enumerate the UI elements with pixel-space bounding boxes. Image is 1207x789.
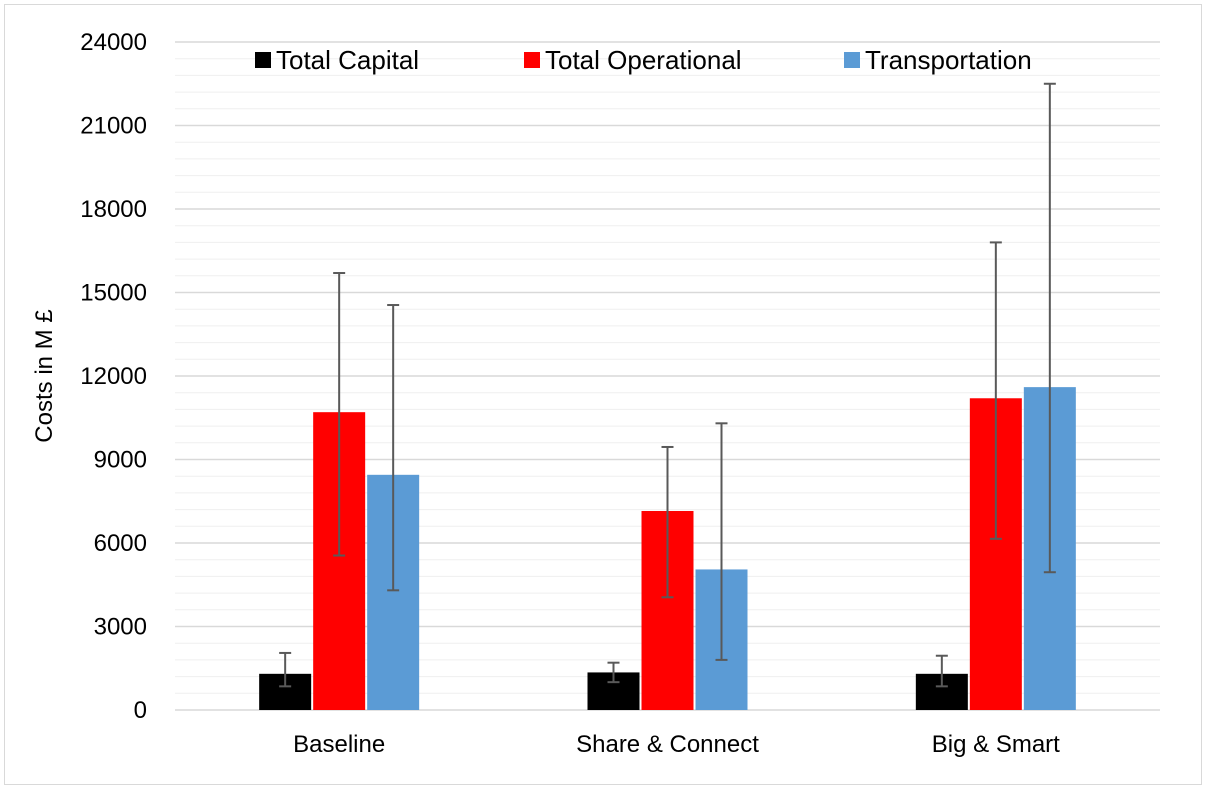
legend-label: Total Capital	[276, 45, 419, 75]
y-tick-label: 15000	[80, 280, 147, 307]
y-tick-label: 21000	[80, 113, 147, 140]
legend-swatch	[524, 52, 540, 68]
y-axis-label: Costs in M £	[31, 309, 58, 442]
error-bars	[279, 82, 1056, 688]
x-category-label: Big & Smart	[932, 731, 1060, 758]
y-tick-label: 0	[134, 697, 147, 724]
y-tick-label: 12000	[80, 363, 147, 390]
y-axis-ticks: 0 3000 6000 9000 12000 15000 18000 21000 24000	[80, 29, 147, 724]
x-axis-categories: Baseline Share & Connect Big & Smart	[293, 731, 1060, 758]
legend: Total Capital Total Operational Transporta…	[255, 45, 1032, 75]
y-tick-label: 6000	[94, 530, 147, 557]
legend-swatch	[255, 52, 271, 68]
y-tick-label: 3000	[94, 614, 147, 641]
legend-label: Total Operational	[545, 45, 742, 75]
x-category-label: Baseline	[293, 731, 385, 758]
chart-frame	[4, 4, 1202, 785]
y-tick-label: 18000	[80, 196, 147, 223]
x-category-label: Share & Connect	[576, 731, 759, 758]
legend-swatch	[844, 52, 860, 68]
legend-label: Transportation	[865, 45, 1032, 75]
y-tick-label: 9000	[94, 447, 147, 474]
y-tick-label: 24000	[80, 29, 147, 56]
